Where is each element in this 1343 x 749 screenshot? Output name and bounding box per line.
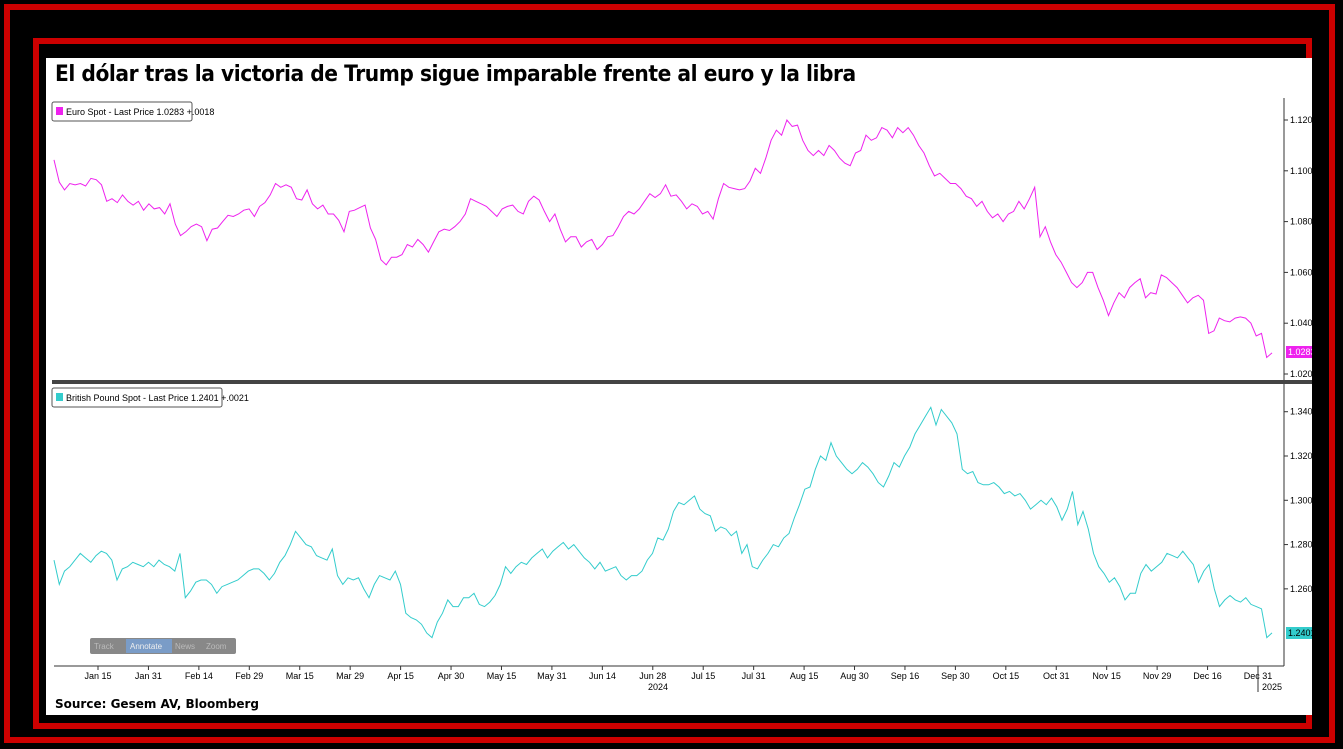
x-tick-label: Feb 14 [185,671,213,681]
chart-svg: 1.1200 1.1000 1.0800 1.0600 1.0400 1.0200 Eur… [51,97,1312,692]
year-label-2024: 2024 [648,682,668,692]
pound-legend: British Pound Spot - Last Price 1.2401 +… [51,387,249,408]
x-tick-label: Apr 15 [387,671,414,681]
x-tick-label: Feb 29 [235,671,263,681]
x-tick-label: Jan 15 [84,671,111,681]
x-tick-label: Oct 31 [1043,671,1070,681]
red-border-outer [4,4,1335,743]
x-tick-label: Apr 30 [438,671,465,681]
euro-y-tick-label: 1.0200 [1290,369,1312,379]
x-tick-label: May 15 [487,671,517,681]
pound-legend-label: British Pound Spot - Last Price 1.2401 +… [66,393,249,403]
euro-y-ticks: 1.1200 1.1000 1.0800 1.0600 1.0400 1.0200 [1284,115,1312,379]
x-tick-label: Nov 15 [1092,671,1121,681]
pound-chart: 1.3400 1.3200 1.3000 1.2800 1.2600 British P… [51,384,1312,666]
x-tick-label: May 31 [537,671,567,681]
euro-legend-label: Euro Spot - Last Price 1.0283 +.0018 [66,107,214,117]
pound-y-tick-label: 1.2600 [1290,584,1312,594]
pound-last-price: 1.2401 [1288,628,1312,638]
page-title: El dólar tras la victoria de Trump sigue… [55,62,856,87]
x-tick-label: Jan 31 [135,671,162,681]
pound-legend-swatch [56,393,63,401]
x-tick-label: Aug 15 [790,671,819,681]
x-tick-label: Jun 28 [639,671,666,681]
euro-legend: Euro Spot - Last Price 1.0283 +.0018 [51,101,214,122]
euro-y-tick-label: 1.0800 [1290,217,1312,227]
euro-y-tick-label: 1.1000 [1290,166,1312,176]
pane-divider[interactable] [52,380,1312,384]
x-tick-label: Sep 16 [891,671,920,681]
x-tick-label: Oct 15 [993,671,1020,681]
x-tick-label: Mar 15 [286,671,314,681]
pound-y-ticks: 1.3400 1.3200 1.3000 1.2800 1.2600 [1284,407,1312,594]
x-tick-label: Nov 29 [1143,671,1172,681]
chart-toolbar: Track Annotate News Zoom [90,638,236,654]
annotate-button[interactable]: Annotate [130,642,163,651]
euro-y-tick-label: 1.0600 [1290,267,1312,277]
zoom-button[interactable]: Zoom [206,642,227,651]
euro-legend-swatch [56,107,63,115]
track-button[interactable]: Track [94,642,115,651]
euro-last-price: 1.0283 [1288,347,1312,357]
x-ticks: Jan 15 Jan 31 Feb 14 Feb 29 Mar 15 Mar 29 Apr … [84,666,1272,681]
pound-y-tick-label: 1.2800 [1290,540,1312,550]
x-tick-label: Aug 30 [840,671,869,681]
euro-series-line [53,118,1273,359]
chart-panel: El dólar tras la victoria de Trump sigue… [46,58,1312,715]
x-tick-label: Jun 14 [589,671,616,681]
euro-last-price-tag: 1.0283 [1286,346,1312,358]
source-note: Source: Gesem AV, Bloomberg [55,697,259,711]
euro-y-tick-label: 1.1200 [1290,115,1312,125]
x-tick-label: Jul 15 [691,671,715,681]
pound-y-tick-label: 1.3000 [1290,495,1312,505]
pound-y-tick-label: 1.3400 [1290,407,1312,417]
x-tick-label: Dec 16 [1193,671,1222,681]
x-tick-label: Sep 30 [941,671,970,681]
year-label-2025: 2025 [1262,682,1282,692]
euro-y-tick-label: 1.0400 [1290,318,1312,328]
news-button[interactable]: News [175,642,195,651]
pound-series-line [53,406,1273,639]
x-tick-label: Mar 29 [336,671,364,681]
euro-chart: 1.1200 1.1000 1.0800 1.0600 1.0400 1.0200 Eur… [51,97,1312,381]
pound-y-tick-label: 1.3200 [1290,451,1312,461]
pound-last-price-tag: 1.2401 [1286,627,1312,639]
x-tick-label: Jul 31 [742,671,766,681]
